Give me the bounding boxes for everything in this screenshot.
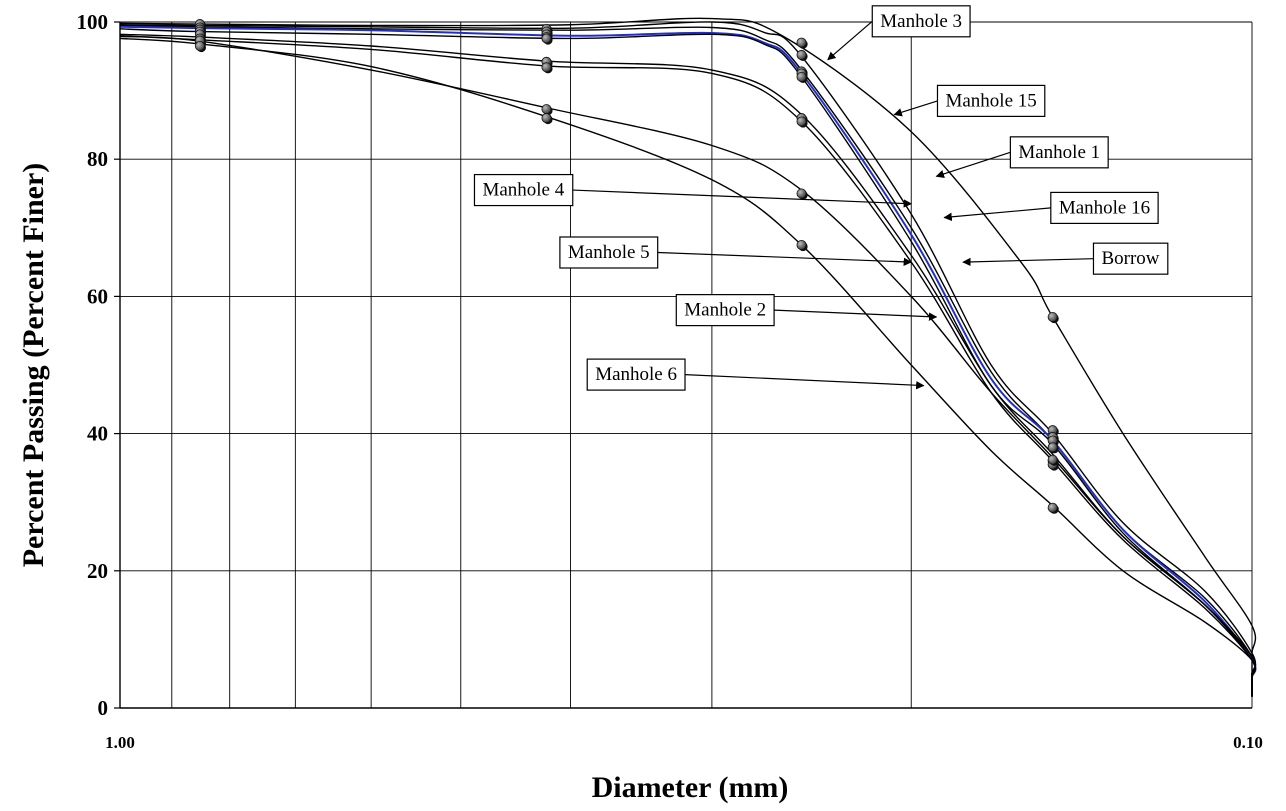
annotation-box-manhole-5 — [559, 236, 659, 269]
y-tick-label: 60 — [87, 284, 108, 308]
data-point-borrow — [541, 33, 552, 44]
annotation-manhole-15: Manhole 15 — [893, 84, 1046, 117]
annotation-arrow-manhole-1 — [935, 151, 1011, 179]
series-line-manhole-5 — [119, 35, 1257, 697]
y-axis-title: Percent Passing (Percent Finer) — [17, 163, 50, 568]
annotation-manhole-3: Manhole 3 — [827, 5, 971, 61]
annotation-label-manhole-16: Manhole 16 — [1059, 197, 1150, 218]
annotation-label-manhole-3: Manhole 3 — [880, 11, 962, 32]
annotation-arrow-borrow — [962, 257, 1094, 267]
data-point-manhole-15 — [796, 49, 807, 60]
x-tick-label: 1.00 — [105, 733, 135, 752]
data-point-manhole-2 — [796, 188, 807, 199]
data-markers-group — [194, 19, 1059, 514]
annotation-box-manhole-3 — [871, 5, 971, 38]
annotation-box-manhole-6 — [586, 358, 686, 391]
series-line-manhole-3 — [119, 17, 1257, 691]
annotation-manhole-16: Manhole 16 — [943, 191, 1159, 225]
data-point-manhole-2 — [1047, 454, 1058, 465]
y-tick-label: 20 — [87, 559, 108, 583]
annotation-label-manhole-15: Manhole 15 — [945, 90, 1036, 111]
data-point-manhole-6 — [194, 41, 205, 52]
data-point-borrow — [1047, 442, 1058, 453]
annotation-arrow-manhole-5 — [657, 251, 913, 267]
annotation-arrow-manhole-3 — [827, 20, 873, 61]
data-point-manhole-6 — [541, 113, 552, 124]
data-point-manhole-5 — [796, 116, 807, 127]
axes-group: 0 20 40 60 80 100 1.00 0.10 — [77, 10, 1263, 752]
annotation-label-manhole-5: Manhole 5 — [568, 242, 650, 263]
annotation-arrow-manhole-15 — [893, 100, 938, 117]
annotation-label-manhole-6: Manhole 6 — [595, 364, 677, 385]
data-point-manhole-3 — [1047, 311, 1058, 322]
annotation-box-manhole-15 — [936, 84, 1046, 117]
annotation-manhole-5: Manhole 5 — [559, 236, 913, 269]
annotation-label-manhole-2: Manhole 2 — [684, 300, 766, 321]
annotation-box-manhole-16 — [1050, 191, 1159, 225]
annotation-manhole-2: Manhole 2 — [675, 294, 938, 327]
series-line-manhole-1 — [119, 24, 1257, 695]
annotation-box-manhole-1 — [1009, 136, 1109, 169]
annotation-manhole-6: Manhole 6 — [586, 358, 925, 391]
series-line-manhole-16 — [119, 25, 1257, 698]
data-point-borrow — [796, 71, 807, 82]
data-point-manhole-6 — [796, 239, 807, 250]
series-line-manhole-15 — [119, 21, 1257, 695]
data-point-manhole-3 — [796, 37, 807, 48]
annotation-manhole-4: Manhole 4 — [473, 173, 913, 208]
series-line-borrow — [119, 28, 1257, 696]
annotation-label-borrow: Borrow — [1101, 248, 1159, 269]
annotation-manhole-1: Manhole 1 — [935, 136, 1109, 179]
y-tick-label: 40 — [87, 422, 108, 446]
annotations-group: Manhole 3 Manhole 15 Manhole 1 Manhole 4 Man… — [473, 5, 1169, 391]
annotation-label-manhole-4: Manhole 4 — [482, 180, 564, 201]
data-point-manhole-2 — [541, 104, 552, 115]
x-tick-label: 0.10 — [1233, 733, 1263, 752]
y-tick-label: 100 — [77, 10, 109, 34]
y-tick-label: 80 — [87, 147, 108, 171]
y-tick-label: 0 — [98, 696, 109, 720]
annotation-arrow-manhole-6 — [684, 374, 925, 390]
series-line-manhole-4 — [119, 33, 1257, 696]
annotation-arrow-manhole-16 — [943, 207, 1051, 222]
annotation-box-manhole-2 — [675, 294, 775, 327]
x-axis-title: Diameter (mm) — [592, 771, 789, 804]
annotation-box-borrow — [1092, 242, 1169, 275]
grid-lines — [120, 21, 1252, 708]
annotation-arrow-manhole-4 — [572, 189, 913, 208]
annotation-box-manhole-4 — [473, 173, 574, 207]
data-point-manhole-6 — [1047, 502, 1058, 513]
annotation-borrow: Borrow — [962, 242, 1169, 275]
series-group — [119, 17, 1257, 698]
annotation-arrow-manhole-2 — [774, 309, 938, 321]
annotation-label-manhole-1: Manhole 1 — [1018, 142, 1100, 163]
series-line-manhole-2 — [119, 35, 1257, 696]
data-point-manhole-5 — [541, 62, 552, 73]
